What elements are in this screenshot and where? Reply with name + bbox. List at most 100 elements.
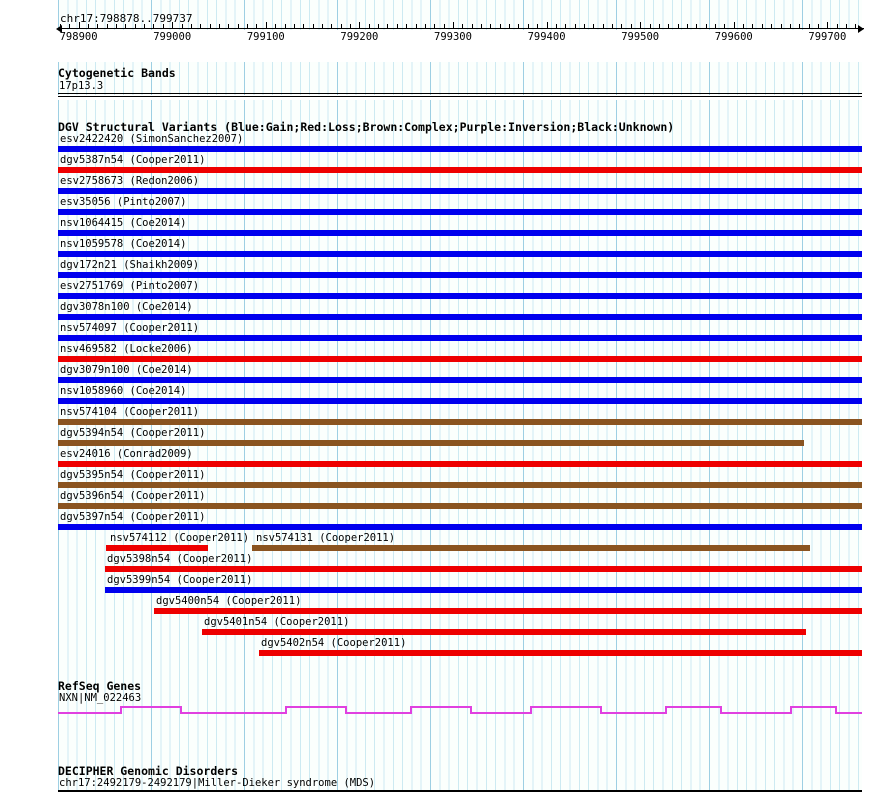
ruler-minor-tick <box>218 24 220 29</box>
ruler-minor-tick <box>209 24 211 29</box>
refseq-gene-segment[interactable] <box>180 712 285 714</box>
dgv-track-bar[interactable] <box>202 629 806 635</box>
ruler-minor-tick <box>509 24 511 29</box>
cytogenetic-bands-title: Cytogenetic Bands <box>58 66 176 80</box>
dgv-track-bar[interactable] <box>58 272 862 278</box>
dgv-track-bar[interactable] <box>58 188 862 194</box>
dgv-track-bar[interactable] <box>259 650 862 656</box>
dgv-track-label: esv2751769 (Pinto2007) <box>60 280 200 292</box>
ruler-tick-label: 799700 <box>808 31 847 43</box>
refseq-gene-riser <box>720 706 722 714</box>
ruler-minor-tick <box>574 24 576 29</box>
decipher-entry-label: chr17:2492179-2492179|Miller-Dieker synd… <box>59 777 376 789</box>
ruler-major-tick <box>733 22 735 29</box>
dgv-track-bar[interactable] <box>58 524 862 530</box>
ruler-minor-tick <box>368 24 370 29</box>
refseq-gene-segment[interactable] <box>600 712 665 714</box>
dgv-track-bar[interactable] <box>58 356 862 362</box>
refseq-gene-segment[interactable] <box>470 712 530 714</box>
ruler-minor-tick <box>396 24 398 29</box>
ruler-minor-tick <box>818 24 819 29</box>
ruler-minor-tick <box>537 24 539 29</box>
dgv-track-bar[interactable] <box>58 230 862 236</box>
dgv-track-bar[interactable] <box>58 440 804 446</box>
dgv-track-label: esv24016 (Conrad2009) <box>60 448 193 460</box>
ruler-minor-tick <box>415 24 417 29</box>
dgv-track-bar[interactable] <box>154 608 862 614</box>
ruler-minor-tick <box>443 24 445 29</box>
refseq-gene-label: NXN|NM_022463 <box>59 692 142 704</box>
ruler-minor-tick <box>490 24 492 29</box>
ruler-minor-tick <box>275 24 277 29</box>
ruler-minor-tick <box>584 24 586 29</box>
ruler-minor-tick <box>471 24 473 29</box>
dgv-track-label: nsv469582 (Locke2006) <box>60 343 193 355</box>
ruler-minor-tick <box>116 24 118 29</box>
dgv-track-bar[interactable] <box>58 398 862 404</box>
ruler-major-tick <box>359 22 361 29</box>
dgv-track-label: dgv3078n100 (Coe2014) <box>60 301 193 313</box>
dgv-track-bar[interactable] <box>58 209 862 215</box>
refseq-gene-riser <box>790 706 792 714</box>
dgv-track-bar[interactable] <box>252 545 810 551</box>
ruler-minor-tick <box>621 24 623 29</box>
refseq-gene-riser <box>665 706 667 714</box>
ruler-minor-tick <box>846 24 848 29</box>
ruler-tick-label: 799000 <box>153 31 192 43</box>
dgv-track-bar[interactable] <box>58 293 862 299</box>
refseq-gene-riser <box>600 706 602 714</box>
refseq-gene-segment[interactable] <box>790 706 835 708</box>
coordinate-label: chr17:798878..799737 <box>60 12 193 25</box>
ruler-minor-tick <box>481 24 483 29</box>
refseq-gene-riser <box>470 706 472 714</box>
dgv-track-bar[interactable] <box>105 566 862 572</box>
dgv-track-label: dgv5398n54 (Cooper2011) <box>107 553 253 565</box>
ruler-minor-tick <box>87 24 89 29</box>
refseq-gene-segment[interactable] <box>285 706 345 708</box>
ruler-minor-tick <box>602 24 604 29</box>
dgv-track-bar[interactable] <box>58 482 862 488</box>
ruler-tick-label: 799100 <box>246 31 285 43</box>
refseq-gene-segment[interactable] <box>120 706 180 708</box>
dgv-track-bar[interactable] <box>58 419 862 425</box>
refseq-gene-segment[interactable] <box>720 712 790 714</box>
dgv-track-label: dgv5394n54 (Cooper2011) <box>60 427 206 439</box>
refseq-gene-riser <box>180 706 182 714</box>
ruler-minor-tick <box>387 24 389 29</box>
refseq-gene-riser <box>410 706 412 714</box>
dgv-track-bar[interactable] <box>58 251 862 257</box>
ruler-minor-tick <box>406 24 408 29</box>
dgv-track-bar[interactable] <box>58 461 862 467</box>
ruler-minor-tick <box>649 24 651 29</box>
dgv-track-bar[interactable] <box>105 587 862 593</box>
ruler-minor-tick <box>855 24 857 29</box>
ruler-minor-tick <box>424 24 426 29</box>
refseq-gene-segment[interactable] <box>410 706 470 708</box>
dgv-track-label: nsv574131 (Cooper2011) <box>256 532 396 544</box>
dgv-track-bar[interactable] <box>58 377 862 383</box>
refseq-gene-segment[interactable] <box>665 706 720 708</box>
refseq-gene-segment[interactable] <box>345 712 410 714</box>
refseq-gene-segment[interactable] <box>530 706 600 708</box>
dgv-track-bar[interactable] <box>58 335 862 341</box>
dgv-track-label: esv2758673 (Redon2006) <box>60 175 200 187</box>
dgv-track-label: nsv574097 (Cooper2011) <box>60 322 200 334</box>
ruler-minor-tick <box>321 24 323 29</box>
refseq-gene-segment[interactable] <box>58 712 120 714</box>
dgv-track-bar[interactable] <box>58 167 862 173</box>
refseq-gene-segment[interactable] <box>835 712 862 714</box>
dgv-track-bar[interactable] <box>58 146 862 152</box>
ruler-minor-tick <box>715 24 717 29</box>
ruler-minor-tick <box>799 24 801 29</box>
ruler-minor-tick <box>780 24 782 29</box>
ruler-tick-label: 799200 <box>340 31 379 43</box>
dgv-track-bar[interactable] <box>106 545 208 551</box>
ruler-minor-tick <box>200 24 202 29</box>
dgv-track-bar[interactable] <box>58 503 862 509</box>
ruler-minor-tick <box>668 24 670 29</box>
ruler-minor-tick <box>696 24 698 29</box>
dgv-track-bar[interactable] <box>58 314 862 320</box>
ruler-minor-tick <box>593 24 595 29</box>
ruler-minor-tick <box>771 24 773 29</box>
refseq-gene-riser <box>835 706 837 714</box>
